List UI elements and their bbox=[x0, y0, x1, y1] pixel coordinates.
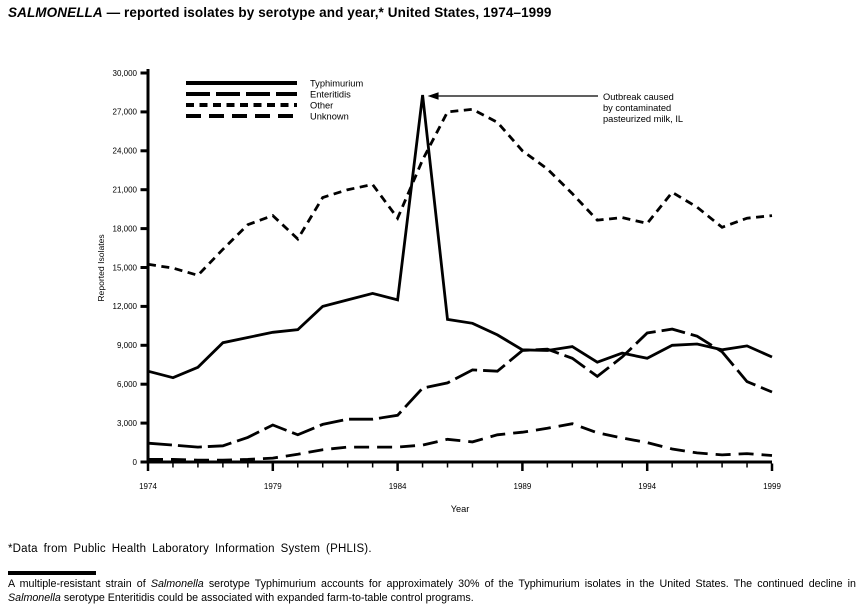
axes: 0 3,000 6,000 9,000 12,000 15,000 18,000 21,000… bbox=[113, 69, 782, 491]
figure-title: SALMONELLA — reported isolates by seroty… bbox=[8, 5, 552, 20]
x-tick-label: 1974 bbox=[139, 482, 157, 491]
series-lines bbox=[147, 94, 773, 462]
x-axis-title: Year bbox=[451, 504, 470, 514]
annotation-text-line: Outbreak caused bbox=[603, 92, 674, 102]
title-rest: — reported isolates by serotype and year… bbox=[102, 5, 552, 20]
y-tick-label: 9,000 bbox=[117, 341, 138, 350]
annotation-text-line: by contaminated bbox=[603, 103, 671, 113]
legend-label-typhimurium: Typhimurium bbox=[310, 78, 363, 88]
y-axis-title: Reported Isolates bbox=[96, 234, 106, 301]
y-tick-label: 3,000 bbox=[117, 419, 138, 428]
annotation-arrowhead-icon bbox=[427, 92, 439, 100]
x-tick-label: 1994 bbox=[638, 482, 656, 491]
divider-rule bbox=[8, 571, 96, 575]
annotation-text-line: pasteurized milk, IL bbox=[603, 114, 683, 124]
x-tick-label: 1979 bbox=[264, 482, 282, 491]
caption-segment: serotype Typhimurium accounts for approx… bbox=[203, 578, 856, 590]
y-tick-label: 30,000 bbox=[113, 69, 138, 78]
footnote: *Data from Public Health Laboratory Info… bbox=[8, 543, 372, 555]
x-tick-label: 1984 bbox=[389, 482, 407, 491]
legend-label-enteritidis: Enteritidis bbox=[310, 89, 351, 99]
y-tick-label: 0 bbox=[133, 458, 138, 467]
series-line-other bbox=[147, 107, 773, 277]
y-tick-label: 24,000 bbox=[113, 147, 138, 156]
caption-segment: A multiple-resistant strain of bbox=[8, 578, 151, 590]
y-tick-label: 12,000 bbox=[113, 302, 138, 311]
caption-segment: serotype Enteritidis could be associated… bbox=[60, 591, 474, 604]
x-tick-label: 1989 bbox=[514, 482, 532, 491]
y-tick-label: 27,000 bbox=[113, 108, 138, 117]
x-tick-label: 1999 bbox=[763, 482, 781, 491]
legend-label-unknown: Unknown bbox=[310, 111, 349, 121]
y-tick-label: 21,000 bbox=[113, 186, 138, 195]
caption-italic-segment: Salmonella bbox=[8, 591, 61, 604]
caption-italic-segment: Salmonella bbox=[150, 578, 204, 590]
series-line-unknown bbox=[148, 422, 773, 462]
title-italic-word: SALMONELLA bbox=[8, 5, 103, 20]
series-line-typhimurium bbox=[147, 94, 773, 380]
y-tick-label: 6,000 bbox=[117, 380, 138, 389]
legend-label-other: Other bbox=[310, 100, 333, 110]
caption: A multiple-resistant strain of Salmonell… bbox=[8, 578, 856, 606]
salmonella-line-chart: Reported Isolates Year 0 3,000 6,000 9,000 1… bbox=[96, 69, 782, 514]
y-tick-label: 18,000 bbox=[113, 224, 138, 233]
y-tick-label: 15,000 bbox=[113, 263, 138, 272]
series-line-enteritidis bbox=[147, 327, 773, 449]
